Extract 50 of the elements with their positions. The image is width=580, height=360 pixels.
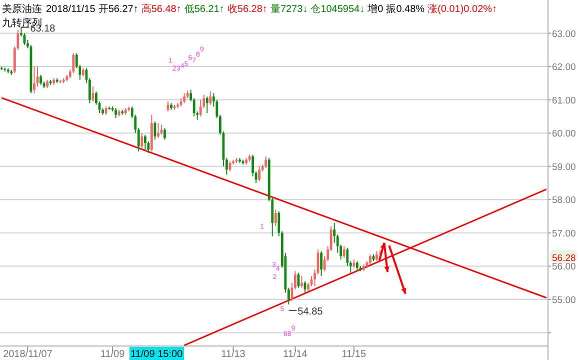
- annotation: 涨(0.01)0.02%↑: [428, 3, 498, 15]
- candlestick: [274, 209, 277, 227]
- annotation: 收56.28↑: [227, 4, 268, 15]
- x-tick-label: 11/09: [100, 349, 126, 360]
- candlestick: [40, 74, 42, 86]
- annotation: 高56.48↑: [141, 3, 182, 15]
- candlestick: [320, 250, 322, 277]
- candlestick: [258, 166, 261, 182]
- y-tick-label: 55.00: [552, 294, 576, 306]
- y-tick-label: 58.00: [552, 195, 576, 206]
- text: 11/09 15:00: [130, 349, 184, 360]
- candlestick: [206, 96, 208, 114]
- candlestick: [199, 99, 202, 117]
- candlestick: [376, 250, 378, 262]
- candlestick: [183, 92, 186, 104]
- candlestick: [164, 128, 166, 140]
- candlestick: [356, 260, 358, 272]
- annotation: 2018/11/15: [46, 4, 96, 15]
- y-tick-label: 63.00: [552, 28, 576, 40]
- x-tick-label: 11/14: [283, 349, 308, 360]
- candlestick: [114, 108, 117, 119]
- annotation: 量7273↓: [270, 4, 308, 15]
- y-tick-label: 61.00: [552, 95, 576, 106]
- candlestick: [72, 52, 75, 74]
- y-tick-label: 62.00: [552, 62, 576, 74]
- y-tick-label: 60.00: [552, 128, 576, 140]
- annotation: 低56.21↑: [184, 4, 224, 15]
- x-tick-label: 11/15: [342, 349, 366, 360]
- chart-title: 美原油连: [2, 3, 42, 15]
- candlestick: [140, 132, 144, 149]
- y-tick-label: 59.00: [552, 162, 576, 173]
- candlestick: [300, 276, 303, 288]
- annotation: 54.85: [298, 306, 324, 318]
- candlestick: [33, 66, 36, 94]
- annotation: 增0: [366, 3, 384, 15]
- candlestick: [144, 134, 146, 150]
- candlestick: [157, 122, 160, 139]
- annotation: 仓1045954↓: [310, 3, 365, 15]
- y-tick-label: 56.00: [552, 262, 576, 273]
- x-tick-label: 2018/11/07: [3, 349, 53, 360]
- candlestick: [264, 156, 268, 169]
- annotation: 振0.48%: [386, 3, 425, 15]
- candlestick: [369, 254, 372, 265]
- annotation: 开56.27↑: [98, 4, 138, 15]
- y-tick-label: 57.00: [552, 228, 576, 240]
- x-tick-label: 11/13: [221, 349, 246, 360]
- candlestick: [154, 120, 156, 140]
- annotation: 56.28: [552, 252, 576, 264]
- candlestick: [342, 246, 346, 258]
- candlestick: [209, 90, 212, 106]
